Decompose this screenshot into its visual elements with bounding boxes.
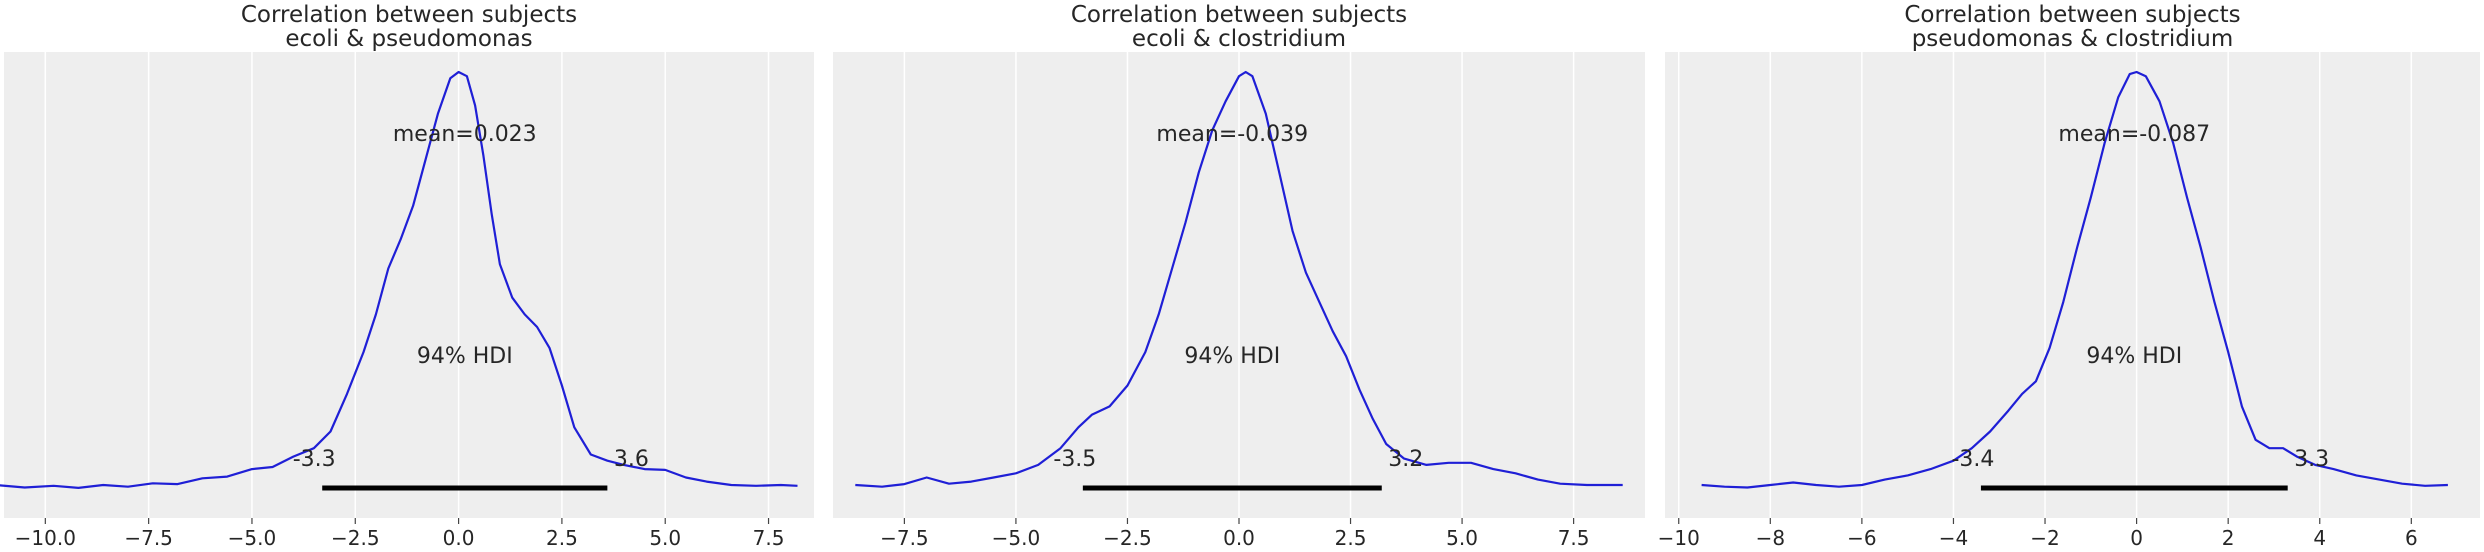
- chart-title-line-1: Correlation between subjects: [1904, 2, 2240, 28]
- density-curve: [0, 70, 798, 489]
- x-tick-label: −7.5: [880, 526, 929, 550]
- hdi-text: 94% HDI: [417, 344, 513, 369]
- x-tick-label: −10: [1658, 526, 1700, 550]
- hdi-upper-label: 3.6: [614, 447, 649, 472]
- hdi-text: 94% HDI: [1184, 344, 1280, 369]
- x-tick-label: 0.0: [1223, 526, 1255, 550]
- hdi-lower-label: -3.5: [1053, 447, 1096, 472]
- x-tick-label: 6: [2405, 526, 2418, 550]
- x-tick-label: 5.0: [1446, 526, 1478, 550]
- x-tick-label: −7.5: [124, 526, 173, 550]
- x-tick-label: 2: [2222, 526, 2235, 550]
- x-tick-label: 7.5: [1558, 526, 1590, 550]
- x-tick-label: 2.5: [1335, 526, 1367, 550]
- plot-area: [4, 52, 814, 518]
- chart-panel-2: −7.5 −5.0 −2.5 0.0 2.5 5.0 7.5 -3.5 3.2 94% HDI me…: [833, 2, 1645, 550]
- hdi-text: 94% HDI: [2086, 344, 2182, 369]
- x-tick-label: 0: [2130, 526, 2143, 550]
- x-tick-label: −2: [2030, 526, 2059, 550]
- mean-label: mean=-0.039: [1156, 122, 1308, 147]
- x-tick-label: −5.0: [228, 526, 277, 550]
- chart-title-line-2: ecoli & pseudomonas: [285, 26, 532, 52]
- hdi-lower-label: -3.4: [1951, 447, 1994, 472]
- hdi-lower-label: -3.3: [293, 447, 336, 472]
- x-tick-label: −4: [1939, 526, 1968, 550]
- x-tick-label: −10.0: [15, 526, 76, 550]
- x-tick-label: 0.0: [443, 526, 475, 550]
- x-tick-label: −2.5: [1103, 526, 1152, 550]
- x-tick-label: 7.5: [753, 526, 785, 550]
- x-tick-label: 5.0: [649, 526, 681, 550]
- plot-area: [1665, 52, 2480, 518]
- density-curve: [1701, 70, 2448, 489]
- chart-title-line-2: ecoli & clostridium: [1132, 26, 1346, 52]
- chart-title-line-1: Correlation between subjects: [1071, 2, 1407, 28]
- x-tick-label: −2.5: [331, 526, 380, 550]
- x-tick-label: 2.5: [546, 526, 578, 550]
- mean-label: mean=0.023: [393, 122, 537, 147]
- hdi-upper-label: 3.2: [1388, 447, 1423, 472]
- mean-label: mean=-0.087: [2058, 122, 2210, 147]
- density-curve: [855, 70, 1623, 488]
- x-tick-label: −8: [1756, 526, 1785, 550]
- x-tick-label: −5.0: [992, 526, 1041, 550]
- hdi-upper-label: 3.3: [2294, 447, 2329, 472]
- chart-panel-3: −10 −8 −6 −4 −2 0 2 4 6 -3.4 3.3 94% HDI mean=-0.087…: [1658, 2, 2480, 550]
- chart-title-line-1: Correlation between subjects: [241, 2, 577, 28]
- x-tick-label: −6: [1847, 526, 1876, 550]
- chart-panel-1: −10.0 −7.5 −5.0 −2.5 0.0 2.5 5.0 7.5 -3.3 3.6 94% …: [0, 2, 814, 550]
- x-tick-label: 4: [2313, 526, 2326, 550]
- chart-title-line-2: pseudomonas & clostridium: [1912, 26, 2234, 52]
